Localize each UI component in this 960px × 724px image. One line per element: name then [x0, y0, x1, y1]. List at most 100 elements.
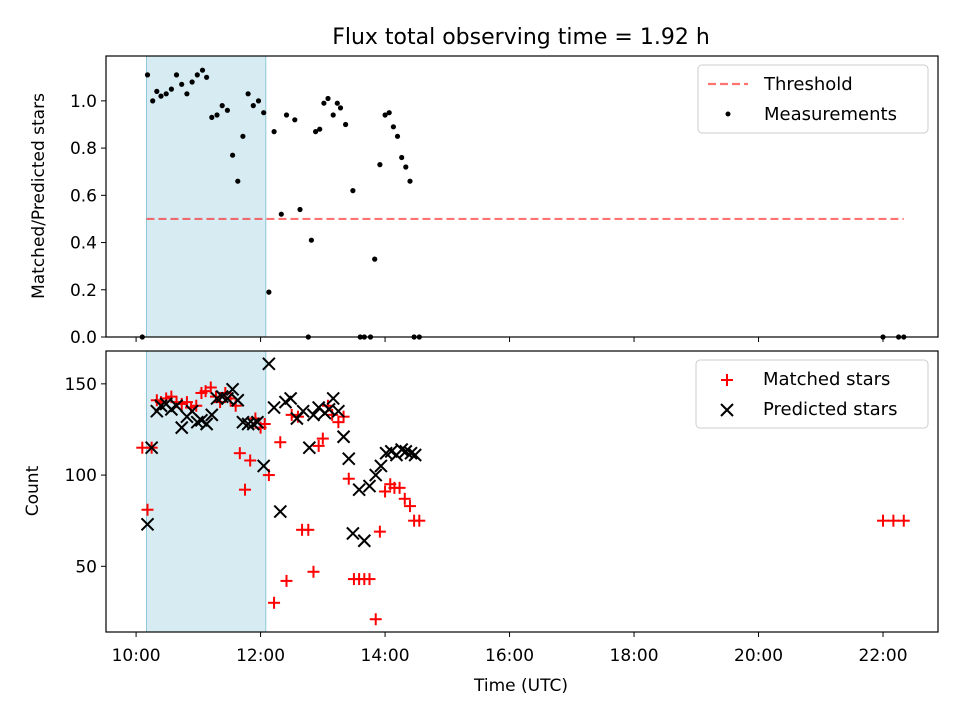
predicted-stars-point: [140, 517, 155, 532]
measurement-point: [261, 110, 267, 116]
measurement-point: [235, 178, 241, 184]
measurement-point: [377, 162, 383, 168]
matched-stars-point: [369, 613, 382, 626]
matched-stars-point: [274, 436, 287, 449]
predicted-stars-point: [408, 448, 422, 462]
y-tick-label: 1.0: [70, 92, 97, 112]
bottom-series: [136, 357, 910, 626]
measurement-point: [334, 100, 340, 106]
matched-stars-point: [160, 392, 173, 405]
y-tick-label: 100: [65, 466, 97, 486]
y-tick-label: 0.2: [70, 281, 97, 301]
predicted-stars-point: [225, 382, 240, 397]
predicted-stars-point: [369, 468, 383, 482]
top-series: [139, 67, 907, 340]
measurement-point: [330, 112, 336, 118]
measurement-point: [230, 152, 236, 158]
measurement-point: [283, 112, 290, 118]
predicted-stars-point: [273, 504, 287, 519]
predicted-stars-point: [346, 526, 360, 541]
predicted-stars-point: [256, 459, 271, 473]
measurement-point: [194, 72, 200, 78]
x-tick-label: 20:00: [734, 646, 783, 666]
predicted-stars-point: [352, 482, 366, 497]
matched-stars-point: [887, 514, 900, 527]
x-axis-label: Time (UTC): [473, 676, 568, 696]
measurement-point: [144, 72, 151, 78]
matched-stars-point: [393, 481, 406, 494]
y-tick-label: 0.8: [70, 139, 97, 159]
matched-stars-point: [379, 485, 392, 498]
measurement-point: [350, 188, 356, 194]
predicted-stars-point: [205, 408, 219, 422]
measurement-point: [278, 211, 284, 217]
measurement-point: [390, 124, 396, 130]
figure-title: Flux total observing time = 1.92 h: [332, 25, 710, 50]
top-y-axis: 0.0 0.2 0.4 0.6 0.8 1.0: [70, 92, 106, 348]
bottom-x-axis: 10:00 12:00 14:00 16:00 18:00 20:00 22:00: [112, 632, 908, 666]
predicted-stars-point: [267, 400, 281, 415]
matched-stars-point: [403, 500, 416, 513]
matched-stars-point: [316, 432, 329, 445]
measurement-point: [308, 237, 314, 243]
measurement-point: [154, 88, 160, 94]
measurement-point: [168, 86, 174, 92]
x-tick-label: 14:00: [361, 646, 410, 666]
legend-measurements-label: Measurements: [764, 104, 897, 125]
legend-measurements-swatch: [725, 111, 731, 117]
matched-stars-point: [326, 408, 339, 421]
bottom-legend-box: [695, 359, 929, 429]
measurement-point: [219, 103, 225, 109]
measurement-point: [297, 206, 303, 213]
predicted-stars-point: [144, 441, 159, 455]
measurement-point: [184, 91, 190, 97]
measurement-point: [245, 91, 251, 97]
y-tick-label: 50: [75, 557, 97, 577]
measurement-point: [337, 105, 344, 111]
predicted-stars-point: [169, 399, 184, 413]
matched-stars-point: [141, 503, 154, 516]
measurement-point: [325, 95, 331, 102]
predicted-stars-point: [374, 459, 388, 473]
measurement-point: [399, 154, 405, 161]
measurement-point: [150, 98, 156, 104]
measurement-point: [158, 93, 164, 99]
predicted-stars-point: [199, 417, 214, 431]
matched-stars-point: [302, 523, 315, 536]
measurement-point: [199, 67, 206, 73]
predicted-stars-point: [336, 430, 351, 444]
measurement-point: [317, 126, 323, 132]
matched-stars-point: [285, 408, 298, 421]
matched-stars-point: [312, 439, 325, 452]
measurement-point: [179, 81, 185, 87]
measurement-point: [403, 164, 409, 170]
matched-stars-point: [398, 492, 411, 505]
measurement-point: [292, 117, 298, 123]
matched-stars-point: [204, 381, 217, 394]
legend-predicted-label: Predicted stars: [763, 399, 897, 420]
measurement-point: [173, 72, 180, 78]
measurement-point: [271, 129, 277, 135]
x-tick-label: 16:00: [485, 646, 534, 666]
top-legend: Threshold Measurements: [697, 64, 929, 134]
matched-stars-point: [877, 514, 890, 527]
measurement-point: [394, 133, 401, 139]
predicted-stars-point: [342, 451, 356, 466]
bottom-y-axis: 50 100 150: [65, 375, 106, 577]
matched-stars-point: [244, 454, 257, 467]
matched-stars-point: [363, 573, 376, 586]
y-tick-label: 0.4: [70, 234, 97, 254]
predicted-stars-point: [246, 417, 261, 431]
legend-matched-label: Matched stars: [763, 369, 890, 390]
predicted-stars-point: [302, 441, 317, 455]
bottom-y-axis-label: Count: [23, 465, 43, 516]
predicted-stars-point: [306, 408, 321, 422]
matched-stars-point: [268, 596, 281, 609]
top-shaded-interval: [146, 55, 267, 338]
bottom-panel: 50 100 150 10:00 12:00 14:00 16:00 18:00 20:00 2…: [23, 350, 939, 666]
measurement-point: [407, 178, 413, 184]
measurement-point: [382, 112, 388, 118]
top-x-axis: [135, 337, 884, 342]
matched-stars-point: [258, 417, 271, 430]
